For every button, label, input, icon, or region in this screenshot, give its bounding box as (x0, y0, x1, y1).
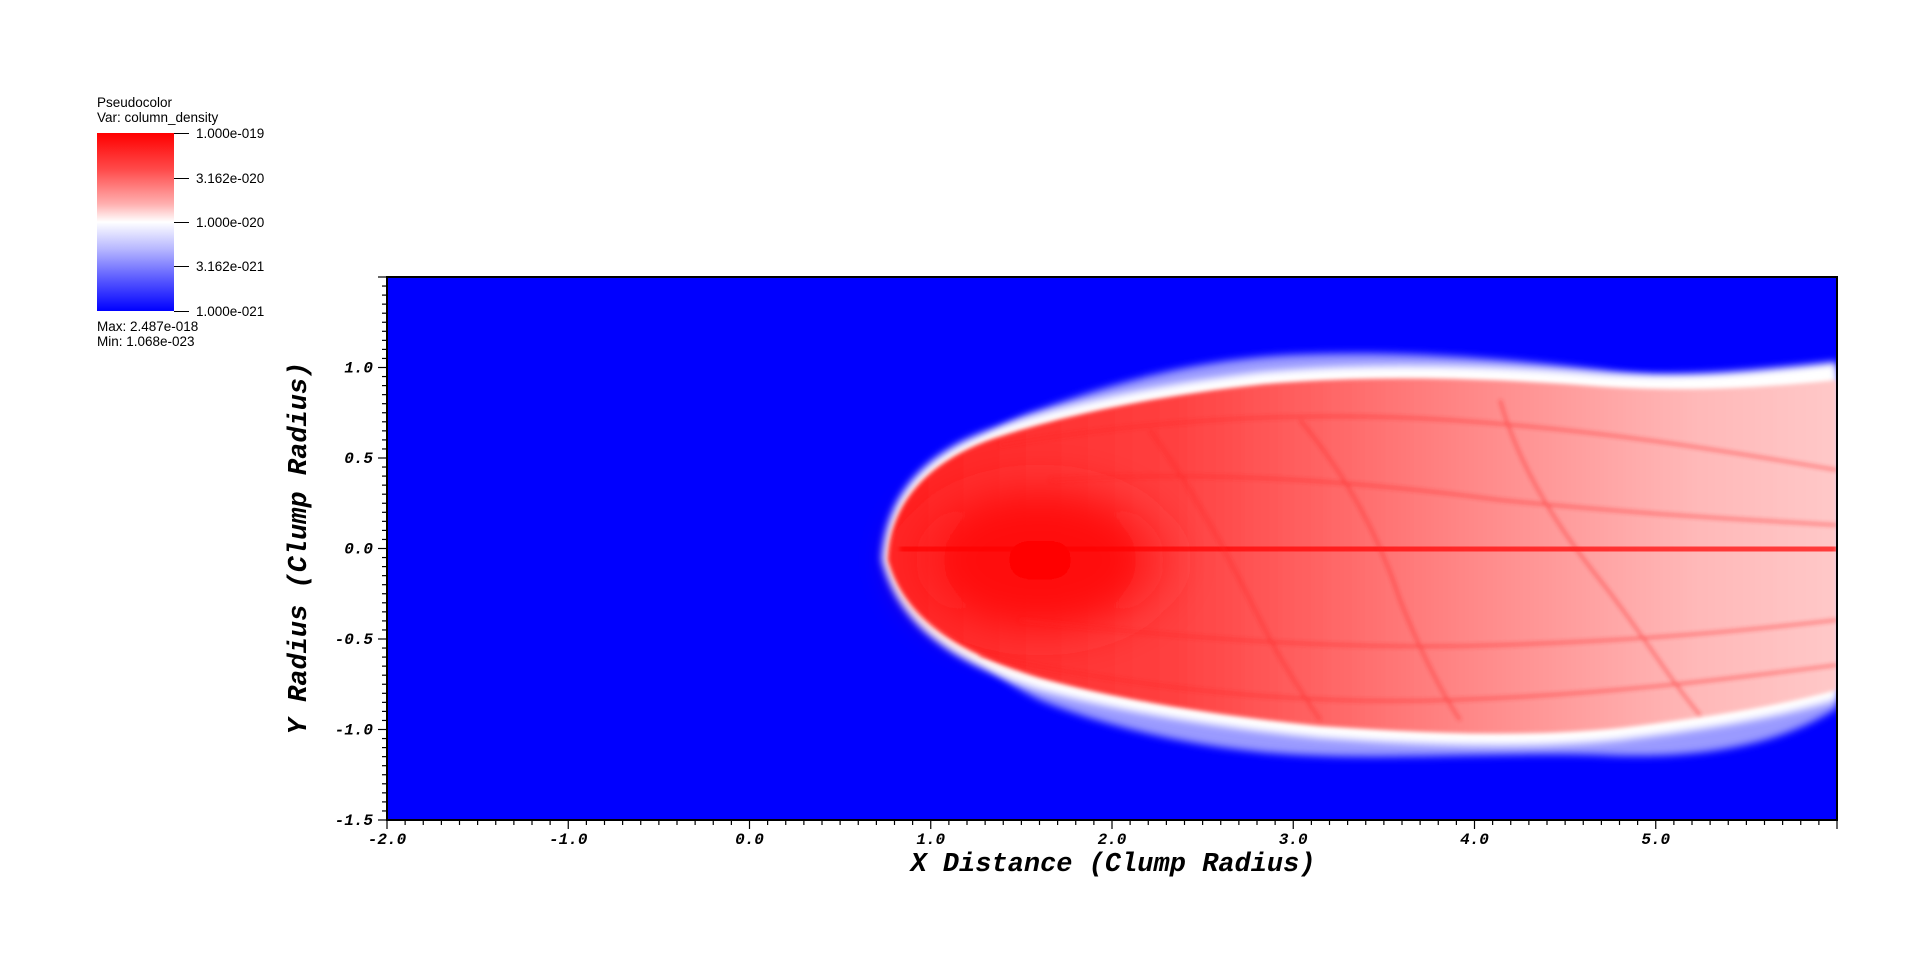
colorbar-tick (174, 133, 189, 134)
colorbar-tick-label: 3.162e-020 (196, 171, 265, 186)
x-tick-label: -1.0 (549, 831, 588, 849)
x-axis-title: X Distance (Clump Radius) (908, 850, 1315, 880)
legend: Pseudocolor Var: column_density 1.000e-0… (0, 0, 300, 360)
colorbar-tick-label: 1.000e-020 (196, 215, 265, 230)
colorbar-tick (174, 266, 189, 267)
y-tick-label: -1.0 (335, 722, 374, 740)
central-filament (899, 540, 1837, 558)
y-tick-label: -1.5 (335, 812, 374, 830)
colorbar-tick-label: 1.000e-021 (196, 304, 265, 319)
x-tick-label: 0.0 (735, 831, 764, 849)
x-tick-label: 1.0 (916, 831, 945, 849)
x-tick-label: 3.0 (1279, 831, 1308, 849)
colorbar-tick-label: 3.162e-021 (196, 259, 265, 274)
heatmap-image (387, 277, 1837, 820)
colorbar-tick-label: 1.000e-019 (196, 126, 265, 141)
y-axis: -1.5 -1.0 -0.5 0.0 0.5 1.0 (335, 276, 387, 830)
y-tick-label: 1.0 (344, 360, 373, 378)
x-tick-label: 4.0 (1460, 831, 1489, 849)
legend-min-label: Min: 1.068e-023 (97, 334, 195, 349)
legend-max-label: Max: 2.487e-018 (97, 319, 199, 334)
y-tick-label: -0.5 (335, 631, 374, 649)
y-tick-label: 0.0 (344, 541, 373, 559)
y-axis-title: Y Radius (Clump Radius) (285, 362, 315, 735)
y-tick-label: 0.5 (344, 450, 373, 468)
filaments (979, 399, 1837, 721)
x-axis: -2.0 -1.0 0.0 1.0 2.0 3.0 4.0 5.0 (368, 820, 1838, 849)
colorbar-tick (174, 311, 189, 312)
cloud-body (888, 378, 1837, 734)
x-tick-label: -2.0 (368, 831, 407, 849)
dense-core (890, 470, 1190, 650)
legend-var-label: Var: column_density (97, 110, 219, 125)
colorbar-tick (174, 178, 189, 179)
colorbar-tick (174, 222, 189, 223)
x-tick-label: 2.0 (1098, 831, 1127, 849)
legend-title: Pseudocolor (97, 95, 173, 110)
colorbar (97, 133, 174, 311)
x-tick-label: 5.0 (1641, 831, 1670, 849)
